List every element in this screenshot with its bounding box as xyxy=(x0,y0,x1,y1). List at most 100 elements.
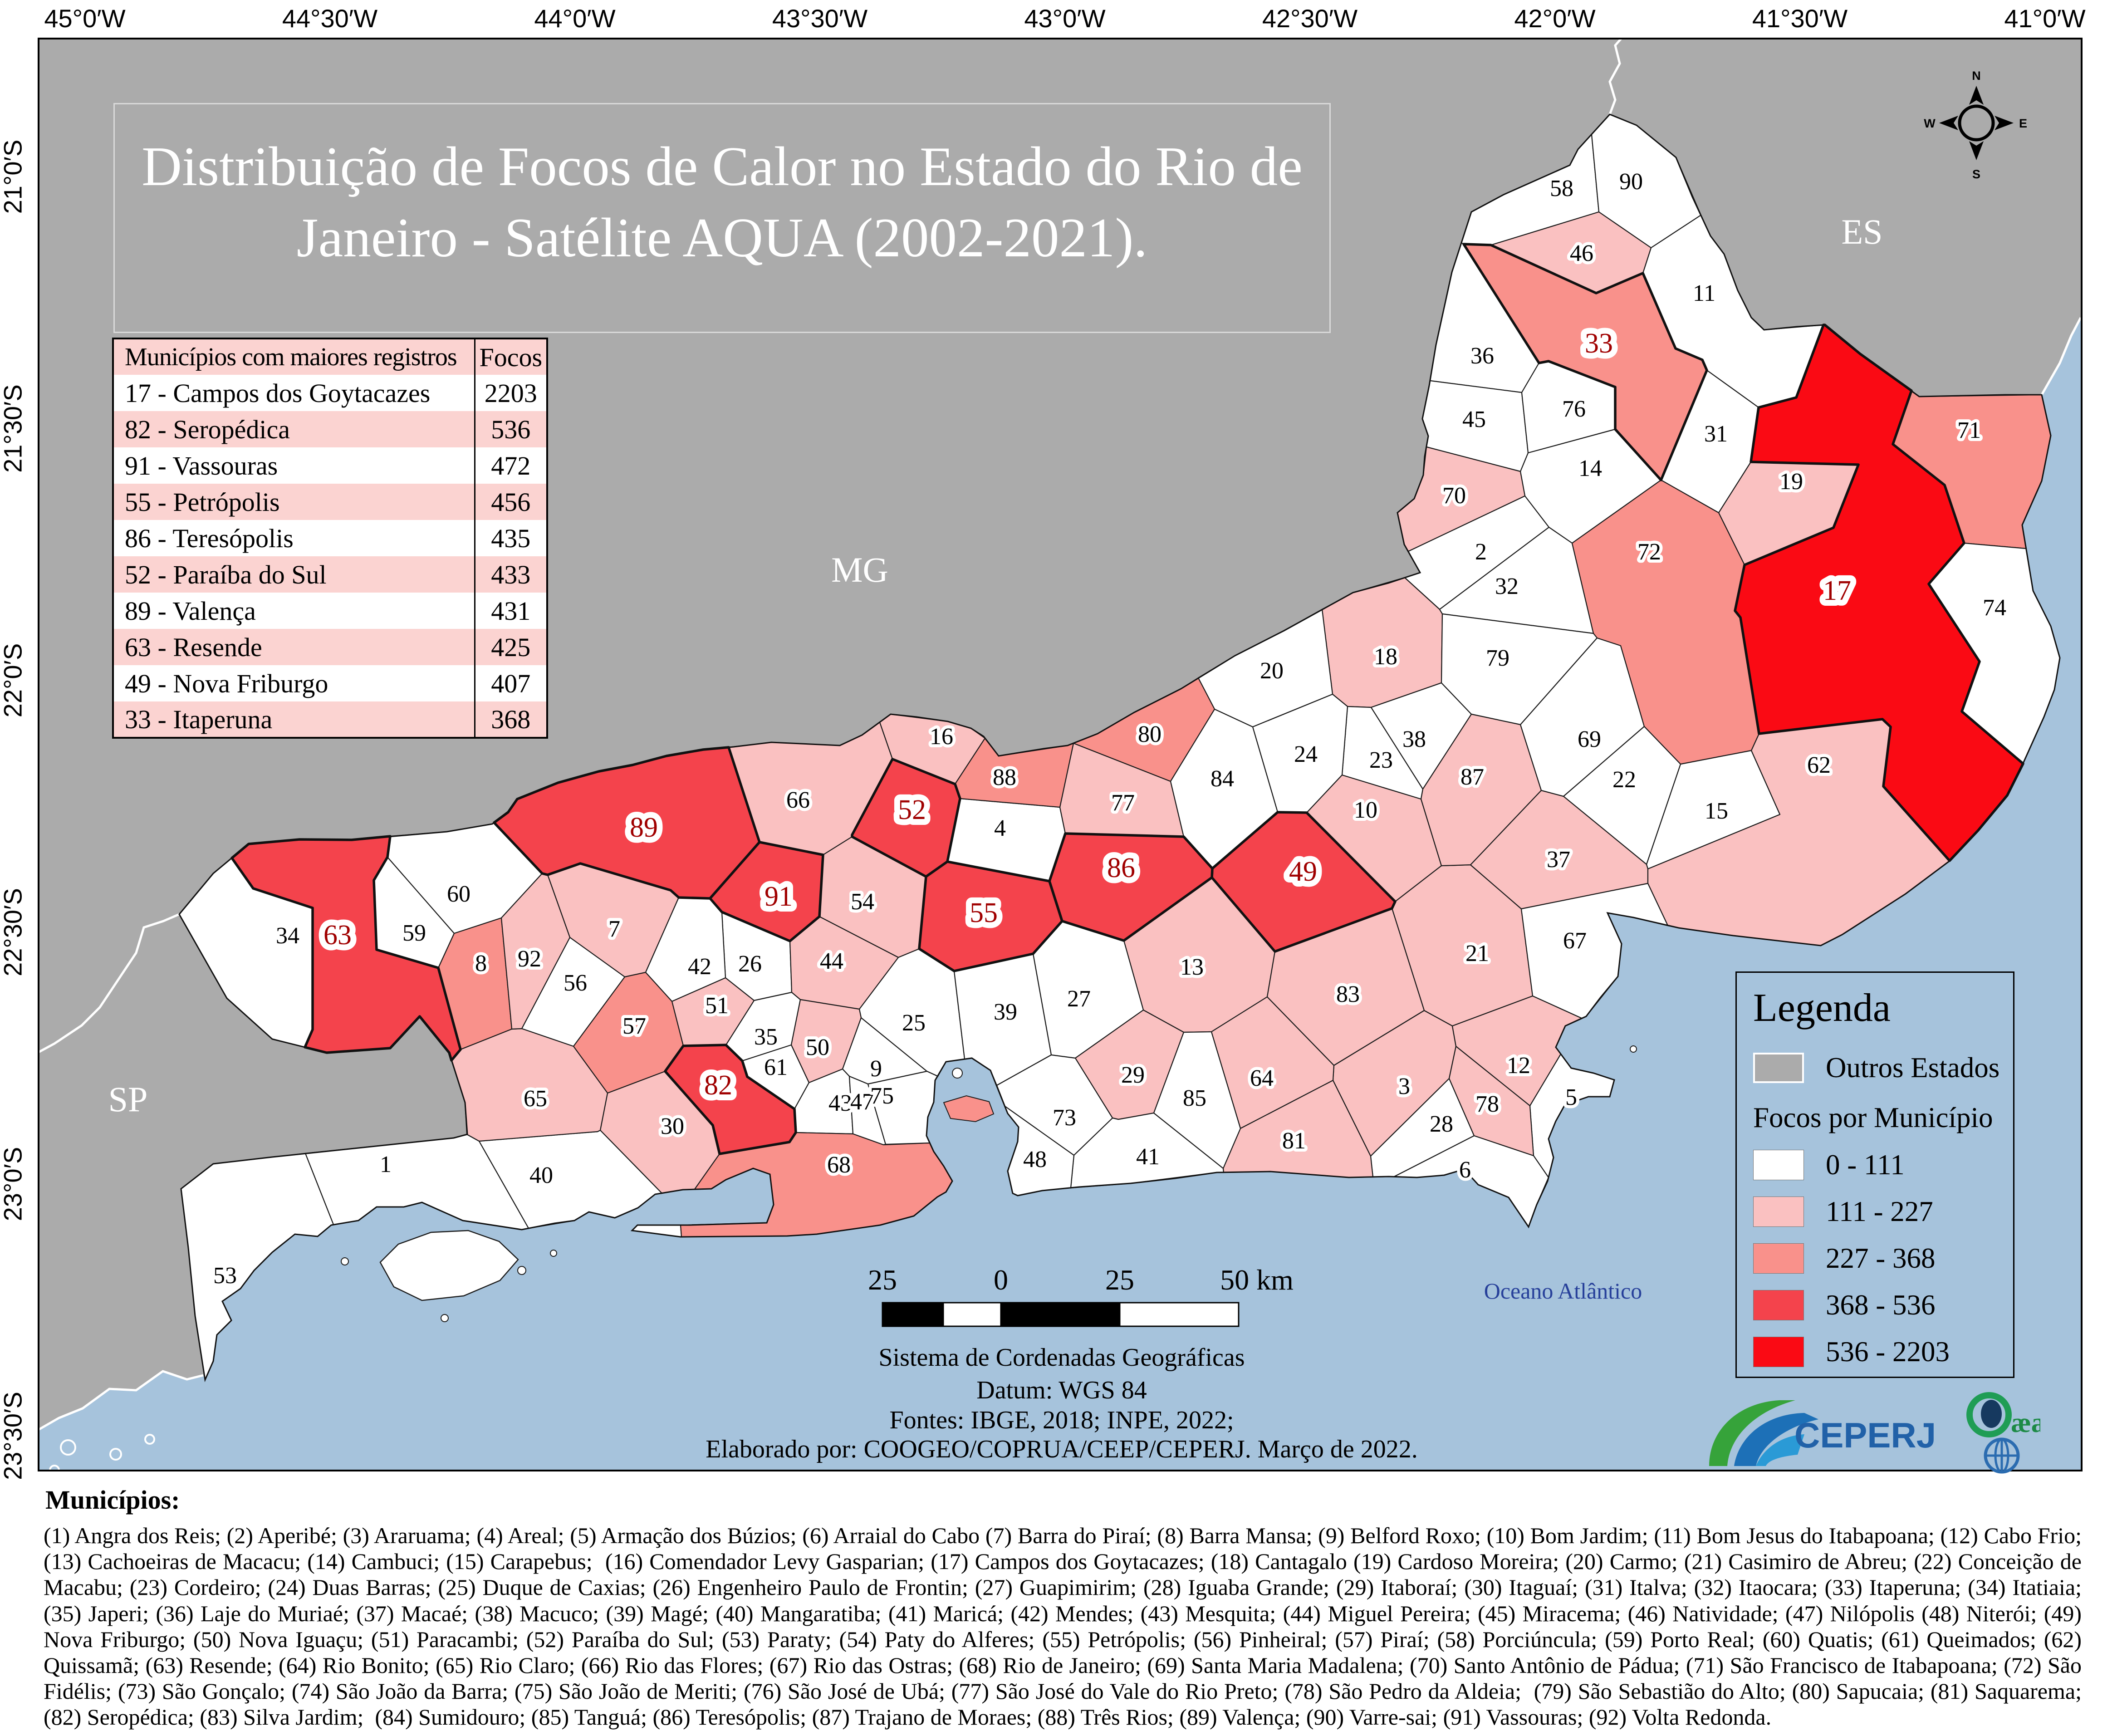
svg-text:15: 15 xyxy=(1705,798,1728,824)
svg-text:37: 37 xyxy=(1547,847,1570,873)
svg-text:CEPERJ: CEPERJ xyxy=(1794,1415,1936,1455)
svg-text:74: 74 xyxy=(1983,595,2006,621)
svg-text:16: 16 xyxy=(930,724,953,750)
svg-text:92: 92 xyxy=(518,946,541,972)
svg-text:91: 91 xyxy=(765,881,793,912)
svg-text:14: 14 xyxy=(1578,456,1602,481)
svg-text:33: 33 xyxy=(1585,328,1613,359)
svg-text:73: 73 xyxy=(1053,1105,1076,1131)
svg-text:44: 44 xyxy=(820,948,843,974)
svg-text:71: 71 xyxy=(1957,417,1981,443)
svg-text:80: 80 xyxy=(1138,721,1161,747)
svg-text:69: 69 xyxy=(1578,726,1601,752)
svg-text:56: 56 xyxy=(564,970,587,996)
svg-text:62: 62 xyxy=(1807,752,1831,778)
svg-text:Elaborado por: COOGEO/COPRUA/C: Elaborado por: COOGEO/COPRUA/CEEP/CEPERJ… xyxy=(706,1435,1417,1463)
svg-text:53: 53 xyxy=(213,1263,237,1289)
svg-text:0: 0 xyxy=(994,1264,1008,1296)
svg-text:35: 35 xyxy=(754,1024,778,1050)
svg-text:38: 38 xyxy=(1402,726,1426,752)
svg-text:85: 85 xyxy=(1183,1085,1206,1111)
svg-text:31: 31 xyxy=(1704,421,1728,447)
svg-text:25: 25 xyxy=(1105,1264,1134,1296)
svg-text:26: 26 xyxy=(738,951,762,977)
svg-text:Datum: WGS 84: Datum: WGS 84 xyxy=(976,1376,1147,1404)
svg-text:S: S xyxy=(1972,167,1980,181)
svg-text:79: 79 xyxy=(1486,645,1509,671)
svg-text:78: 78 xyxy=(1475,1091,1499,1117)
svg-text:11: 11 xyxy=(1693,280,1715,306)
svg-text:18: 18 xyxy=(1374,644,1397,670)
svg-text:66: 66 xyxy=(786,787,810,813)
svg-text:12: 12 xyxy=(1507,1053,1530,1079)
svg-text:70: 70 xyxy=(1442,483,1466,509)
svg-text:77: 77 xyxy=(1111,790,1135,816)
svg-text:27: 27 xyxy=(1067,986,1091,1012)
svg-text:81: 81 xyxy=(1282,1128,1306,1154)
svg-text:19: 19 xyxy=(1779,469,1803,495)
svg-text:Oceano Atlântico: Oceano Atlântico xyxy=(1484,1278,1642,1304)
svg-text:82: 82 xyxy=(704,1070,732,1101)
svg-text:50: 50 xyxy=(806,1035,829,1060)
svg-text:36: 36 xyxy=(1470,343,1494,369)
svg-text:61: 61 xyxy=(764,1054,788,1080)
svg-text:30: 30 xyxy=(661,1113,684,1139)
svg-text:55: 55 xyxy=(970,897,998,928)
svg-text:21: 21 xyxy=(1465,941,1489,966)
svg-text:64: 64 xyxy=(1250,1065,1274,1091)
svg-text:13: 13 xyxy=(1180,954,1204,980)
svg-text:41: 41 xyxy=(1136,1144,1160,1170)
svg-text:17: 17 xyxy=(1823,575,1851,606)
svg-text:84: 84 xyxy=(1210,766,1234,792)
svg-text:57: 57 xyxy=(622,1013,646,1039)
svg-text:60: 60 xyxy=(447,881,470,907)
svg-text:63: 63 xyxy=(323,920,352,951)
svg-text:87: 87 xyxy=(1460,764,1484,790)
svg-text:SP: SP xyxy=(108,1079,148,1119)
svg-text:72: 72 xyxy=(1637,539,1661,565)
svg-text:Sistema de Cordenadas Geográfi: Sistema de Cordenadas Geográficas xyxy=(878,1344,1245,1372)
svg-text:67: 67 xyxy=(1563,928,1587,954)
svg-text:23: 23 xyxy=(1369,747,1393,773)
svg-text:Fontes: IBGE, 2018; INPE, 2022: Fontes: IBGE, 2018; INPE, 2022; xyxy=(889,1406,1234,1434)
svg-text:29: 29 xyxy=(1121,1062,1145,1088)
svg-text:28: 28 xyxy=(1430,1111,1453,1137)
svg-text:34: 34 xyxy=(276,923,299,949)
svg-text:49: 49 xyxy=(1289,856,1317,887)
svg-text:48: 48 xyxy=(1023,1147,1047,1172)
svg-text:æa: æa xyxy=(2011,1407,2040,1438)
svg-text:46: 46 xyxy=(1570,240,1593,266)
svg-text:25: 25 xyxy=(868,1264,897,1296)
svg-text:86: 86 xyxy=(1107,853,1135,883)
svg-text:47: 47 xyxy=(850,1089,874,1115)
svg-text:42: 42 xyxy=(688,954,711,980)
svg-text:68: 68 xyxy=(827,1152,851,1178)
svg-text:MG: MG xyxy=(831,550,888,589)
svg-text:89: 89 xyxy=(630,812,658,843)
svg-text:22: 22 xyxy=(1612,767,1636,793)
svg-text:39: 39 xyxy=(994,999,1017,1025)
svg-text:75: 75 xyxy=(870,1083,894,1109)
svg-text:88: 88 xyxy=(993,765,1016,790)
svg-text:83: 83 xyxy=(1336,981,1360,1007)
svg-text:E: E xyxy=(2019,117,2027,130)
svg-text:50 km: 50 km xyxy=(1220,1264,1294,1296)
svg-text:10: 10 xyxy=(1354,797,1377,823)
svg-text:65: 65 xyxy=(524,1086,547,1112)
svg-text:40: 40 xyxy=(529,1162,553,1188)
svg-text:76: 76 xyxy=(1562,396,1586,422)
svg-text:51: 51 xyxy=(705,993,729,1019)
svg-text:54: 54 xyxy=(851,889,874,915)
svg-text:20: 20 xyxy=(1260,658,1284,684)
svg-text:52: 52 xyxy=(898,794,926,825)
svg-text:58: 58 xyxy=(1550,176,1573,201)
svg-text:32: 32 xyxy=(1495,574,1519,599)
svg-text:25: 25 xyxy=(902,1010,926,1036)
svg-text:ES: ES xyxy=(1841,212,1882,251)
svg-text:24: 24 xyxy=(1294,741,1318,767)
svg-text:90: 90 xyxy=(1619,169,1643,195)
svg-text:N: N xyxy=(1972,69,1981,83)
svg-text:45: 45 xyxy=(1462,407,1486,432)
svg-text:43: 43 xyxy=(828,1090,852,1116)
svg-text:W: W xyxy=(1924,117,1936,130)
